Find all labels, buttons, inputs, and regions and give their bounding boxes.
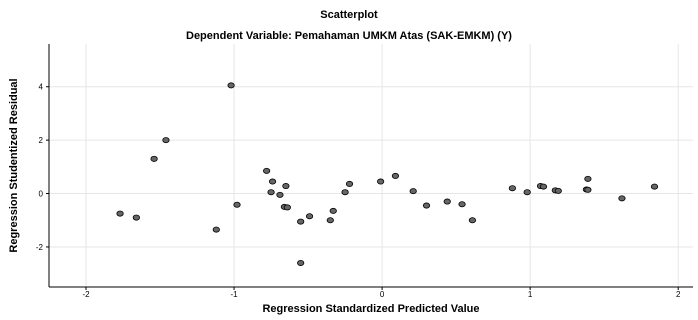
data-point-16 — [305, 213, 314, 220]
chart-title: Scatterplot — [320, 9, 378, 21]
data-point-33 — [554, 187, 562, 194]
x-tick-label: 2 — [676, 290, 681, 299]
data-point-22 — [391, 172, 400, 179]
data-point-15 — [297, 259, 305, 266]
y-tick-label: 4 — [39, 83, 44, 92]
grid-lines — [49, 44, 693, 287]
data-point-1 — [132, 214, 140, 221]
data-point-38 — [650, 183, 659, 190]
data-point-17 — [326, 217, 334, 224]
data-point-24 — [422, 202, 431, 209]
data-point-0 — [116, 210, 124, 217]
tick-labels: -2 -1 0 1 2 -2 0 2 4 — [36, 83, 681, 299]
data-point-19 — [341, 189, 349, 196]
y-tick-label: 2 — [39, 136, 44, 145]
data-point-26 — [458, 201, 466, 208]
data-point-23 — [409, 188, 417, 195]
x-axis-label: Regression Standardized Predicted Value — [262, 303, 479, 315]
y-tick-label: -2 — [36, 243, 44, 252]
data-point-29 — [523, 189, 531, 196]
y-tick-label: 0 — [39, 190, 44, 199]
data-point-35 — [584, 175, 592, 182]
x-tick-label: -2 — [82, 290, 90, 299]
data-point-36 — [584, 186, 592, 193]
data-point-2 — [150, 155, 158, 162]
data-point-6 — [233, 201, 241, 208]
data-point-13 — [283, 204, 291, 211]
data-point-8 — [268, 178, 277, 185]
data-point-20 — [345, 180, 354, 187]
data-point-7 — [263, 167, 271, 174]
data-point-9 — [267, 189, 275, 196]
x-tick-label: 0 — [380, 290, 385, 299]
y-axis-label: Regression Studentized Residual — [8, 78, 20, 252]
data-point-28 — [508, 185, 516, 192]
data-point-10 — [276, 191, 284, 198]
data-point-25 — [443, 198, 451, 205]
data-points — [116, 82, 659, 266]
data-point-18 — [329, 207, 337, 214]
data-point-31 — [539, 183, 548, 190]
data-point-21 — [377, 178, 385, 185]
data-point-4 — [212, 226, 220, 233]
axes — [48, 44, 693, 288]
chart-subtitle: Dependent Variable: Pemahaman UMKM Atas … — [186, 30, 512, 42]
data-point-14 — [297, 218, 305, 225]
data-point-3 — [162, 137, 170, 144]
data-point-5 — [227, 82, 235, 89]
data-point-37 — [618, 195, 626, 202]
data-point-11 — [282, 183, 290, 190]
x-tick-label: 1 — [528, 290, 533, 299]
data-point-27 — [468, 217, 477, 224]
x-tick-label: -1 — [230, 290, 238, 299]
